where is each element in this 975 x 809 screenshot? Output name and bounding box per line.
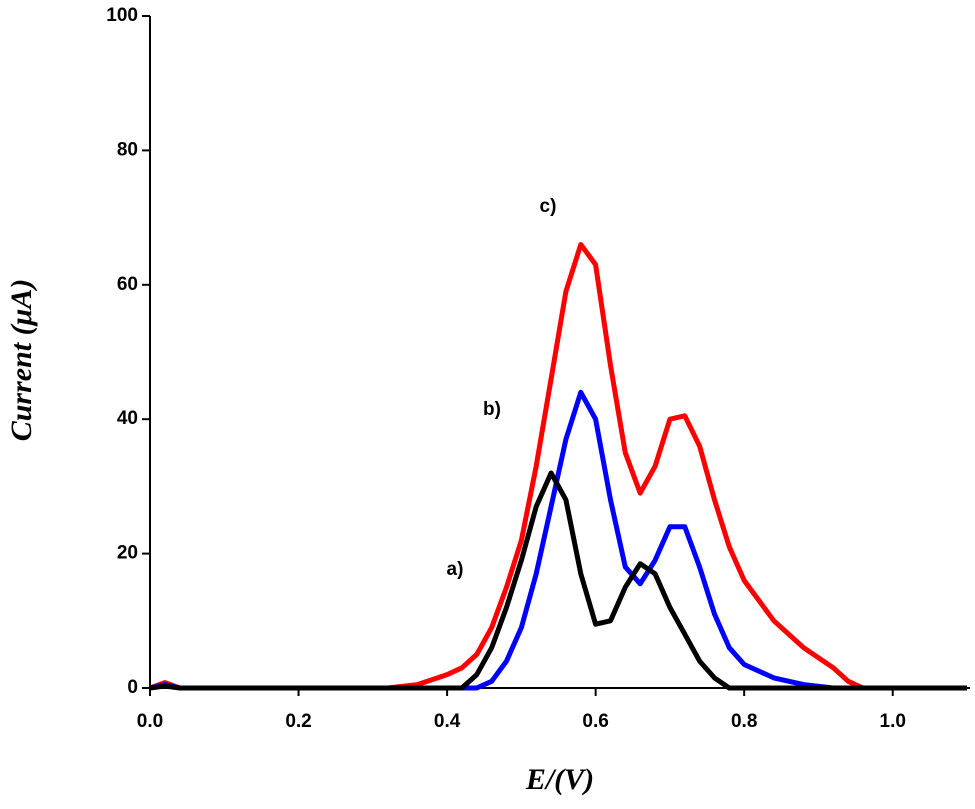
y-tick-label: 20 [117, 543, 138, 564]
x-tick-label: 1.0 [880, 711, 906, 732]
x-tick-label: 0.4 [434, 711, 461, 732]
series-line [149, 470, 967, 691]
series-line [149, 242, 967, 691]
y-axis-title: Current (μA) [5, 279, 38, 442]
x-tick-label: 0.8 [731, 711, 757, 732]
series-label: c) [540, 196, 557, 217]
y-tick-label: 60 [117, 274, 138, 295]
series-line [149, 389, 967, 691]
x-tick-label: 0.0 [137, 711, 163, 732]
y-tick-label: 0 [127, 677, 138, 698]
x-tick-label: 0.6 [582, 711, 608, 732]
y-tick-label: 100 [106, 5, 138, 26]
y-tick-label: 40 [117, 408, 138, 429]
series-label: a) [447, 559, 464, 580]
series-label: b) [483, 399, 501, 420]
x-tick-label: 0.2 [285, 711, 311, 732]
y-tick-label: 80 [117, 139, 138, 160]
x-axis-title: E/(V) [525, 763, 594, 796]
